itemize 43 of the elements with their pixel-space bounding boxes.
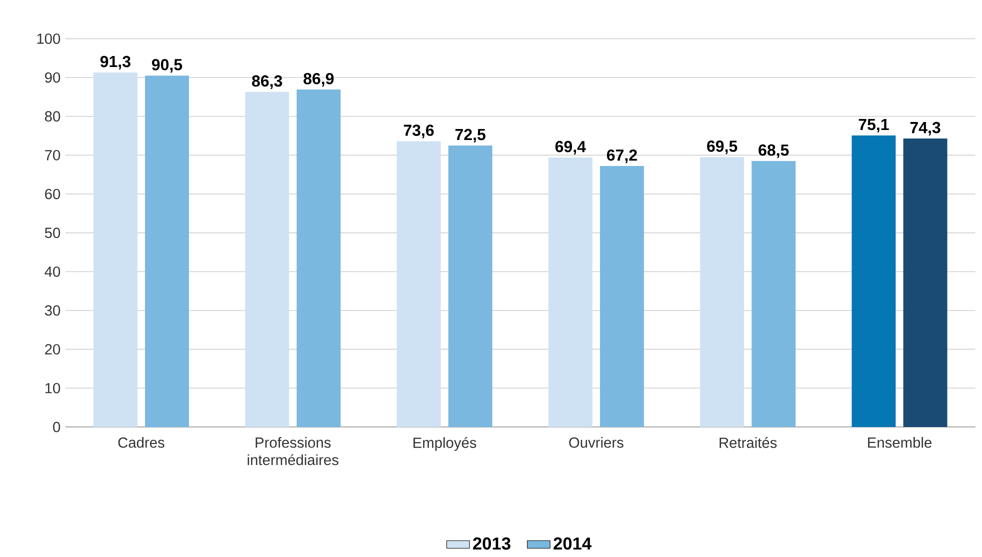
bar (396, 141, 441, 428)
x-tick-label: Retraités (720, 437, 777, 448)
bar (448, 146, 492, 428)
y-tick-label: 0 (53, 422, 60, 432)
x-tick-label: Professions intermédiaires (248, 437, 338, 466)
y-tick-label: 50 (44, 228, 60, 238)
data-label: 86,3 (252, 75, 282, 90)
x-tick-label: Ouvriers (569, 437, 624, 448)
y-tick-label: 80 (44, 111, 60, 122)
data-label: 69,5 (707, 140, 738, 154)
data-label: 90,5 (152, 59, 182, 73)
legend-label: 2014 (554, 537, 592, 550)
bar (600, 166, 644, 428)
bar (903, 138, 948, 428)
y-tick-label: 30 (44, 305, 60, 316)
x-tick-label: Cadres (118, 437, 164, 448)
bar (700, 157, 744, 428)
y-tick-label: 40 (44, 266, 60, 277)
data-label: 86,9 (304, 73, 334, 87)
legend-label: 2013 (473, 537, 510, 550)
bar (93, 72, 138, 428)
data-label: 69,4 (555, 140, 586, 155)
data-label: 91,3 (100, 56, 130, 70)
y-tick-label: 100 (37, 34, 60, 44)
bar (548, 158, 592, 428)
y-tick-label: 10 (45, 383, 60, 394)
data-label: 73,6 (404, 124, 434, 138)
bar (752, 161, 796, 428)
bar (245, 92, 290, 428)
x-tick-label: Employés (414, 437, 476, 451)
x-tick-label: Ensemble (868, 437, 932, 448)
data-label: 72,5 (455, 128, 486, 143)
bar (145, 76, 189, 428)
y-tick-label: 60 (45, 188, 60, 200)
data-label: 67,2 (606, 150, 637, 164)
data-label: 68,5 (758, 144, 789, 158)
data-label: 75,1 (858, 119, 889, 133)
y-tick-label: 90 (45, 72, 60, 83)
y-tick-label: 20 (45, 344, 60, 355)
bar (296, 90, 341, 428)
bar (852, 135, 896, 428)
data-label: 74,3 (910, 122, 940, 136)
y-tick-label: 70 (45, 150, 60, 160)
